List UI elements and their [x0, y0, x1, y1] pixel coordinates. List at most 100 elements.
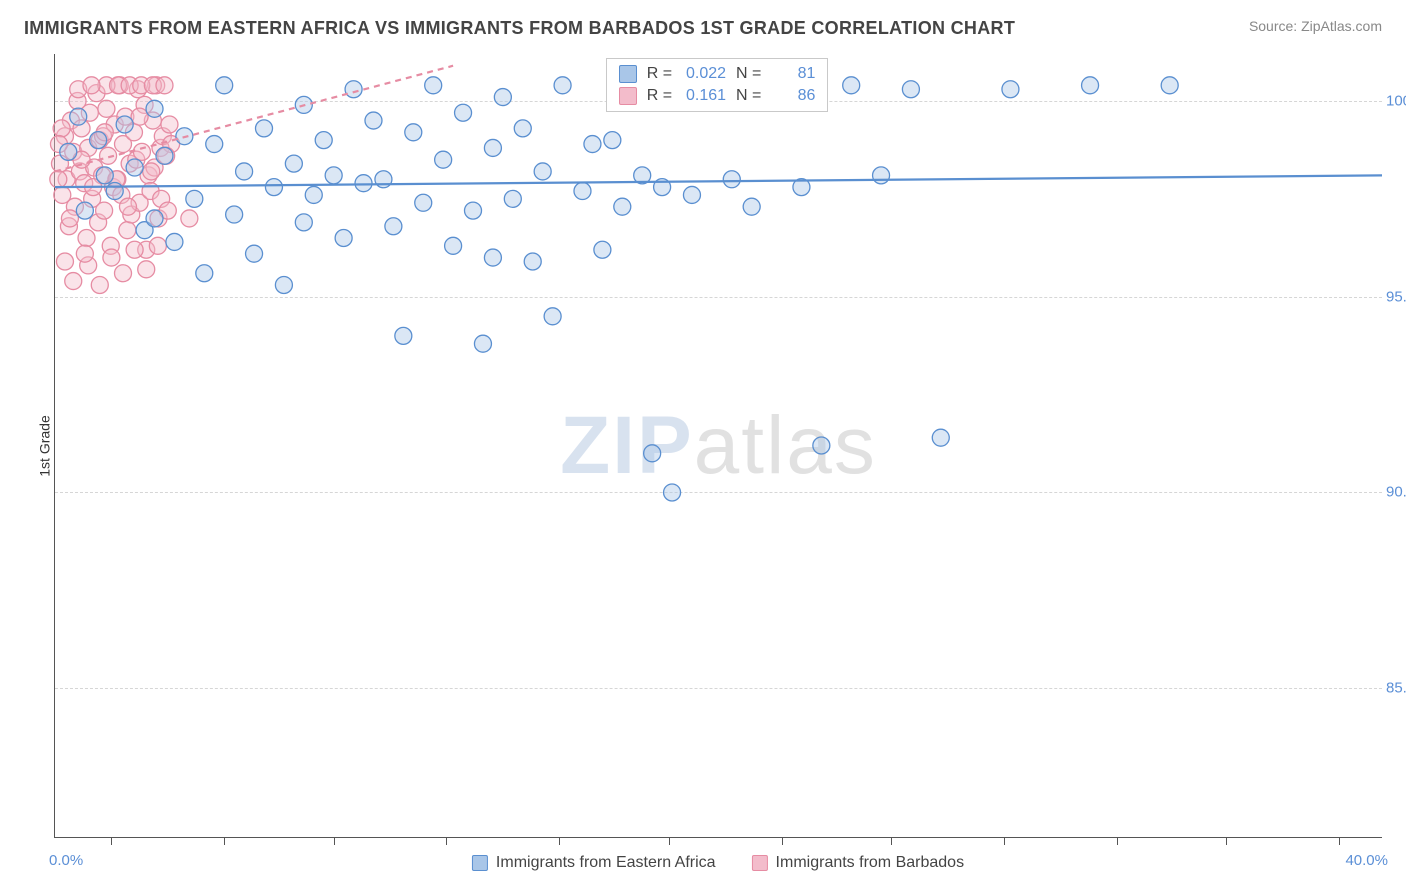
- scatter-point: [494, 89, 511, 106]
- scatter-point: [53, 120, 70, 137]
- scatter-point: [683, 186, 700, 203]
- scatter-point: [813, 437, 830, 454]
- scatter-point: [335, 230, 352, 247]
- scatter-point: [484, 139, 501, 156]
- scatter-point: [594, 241, 611, 258]
- scatter-point: [275, 276, 292, 293]
- scatter-point: [1002, 81, 1019, 98]
- scatter-point: [76, 245, 93, 262]
- x-tick: [891, 837, 892, 845]
- scatter-point: [206, 136, 223, 153]
- x-tick: [669, 837, 670, 845]
- trend-line: [55, 175, 1382, 187]
- scatter-point: [405, 124, 422, 141]
- stats-r-label: R =: [647, 87, 672, 105]
- scatter-point: [70, 108, 87, 125]
- scatter-point: [166, 233, 183, 250]
- scatter-point: [415, 194, 432, 211]
- x-tick: [782, 837, 783, 845]
- scatter-point: [146, 100, 163, 117]
- scatter-point: [216, 77, 233, 94]
- legend-label: Immigrants from Barbados: [776, 854, 965, 872]
- legend-swatch: [472, 855, 488, 871]
- scatter-point: [96, 167, 113, 184]
- scatter-point: [196, 265, 213, 282]
- scatter-point: [305, 186, 322, 203]
- scatter-point: [131, 108, 148, 125]
- legend-label: Immigrants from Eastern Africa: [496, 854, 716, 872]
- scatter-point: [1082, 77, 1099, 94]
- scatter-point: [98, 100, 115, 117]
- correlation-stats-box: R =0.022N =81R =0.161N =86: [606, 58, 829, 112]
- scatter-point: [524, 253, 541, 270]
- scatter-point: [474, 335, 491, 352]
- x-tick: [1117, 837, 1118, 845]
- scatter-point: [723, 171, 740, 188]
- scatter-point: [554, 77, 571, 94]
- scatter-point: [484, 249, 501, 266]
- scatter-point: [1161, 77, 1178, 94]
- scatter-point: [100, 147, 117, 164]
- scatter-point: [115, 265, 132, 282]
- x-axis-label: 0.0%: [49, 852, 83, 869]
- scatter-point: [116, 116, 133, 133]
- scatter-point: [574, 183, 591, 200]
- y-axis-label: 1st Grade: [37, 415, 53, 476]
- scatter-point: [143, 163, 160, 180]
- scatter-point: [146, 210, 163, 227]
- scatter-point: [385, 218, 402, 235]
- scatter-point: [355, 175, 372, 192]
- scatter-svg-layer: [55, 54, 1382, 837]
- scatter-point: [91, 276, 108, 293]
- scatter-point: [504, 190, 521, 207]
- scatter-point: [96, 202, 113, 219]
- scatter-point: [514, 120, 531, 137]
- y-tick-label: 100.0%: [1386, 92, 1406, 109]
- x-tick: [446, 837, 447, 845]
- x-tick: [111, 837, 112, 845]
- scatter-point: [902, 81, 919, 98]
- scatter-point: [156, 77, 173, 94]
- x-tick: [1226, 837, 1227, 845]
- scatter-point: [435, 151, 452, 168]
- legend-item: Immigrants from Barbados: [752, 854, 965, 872]
- stats-n-value: 86: [771, 87, 815, 105]
- scatter-point: [161, 116, 178, 133]
- scatter-point: [246, 245, 263, 262]
- x-tick: [334, 837, 335, 845]
- scatter-point: [445, 237, 462, 254]
- stats-n-label: N =: [736, 65, 761, 83]
- scatter-point: [614, 198, 631, 215]
- scatter-point: [395, 327, 412, 344]
- legend-swatch: [619, 87, 637, 105]
- scatter-point: [932, 429, 949, 446]
- scatter-point: [843, 77, 860, 94]
- scatter-point: [584, 136, 601, 153]
- scatter-point: [78, 230, 95, 247]
- plot-region: ZIPatlas R =0.022N =81R =0.161N =86 100.…: [54, 54, 1382, 838]
- stats-n-value: 81: [771, 65, 815, 83]
- scatter-point: [83, 77, 100, 94]
- scatter-point: [425, 77, 442, 94]
- bottom-legend: Immigrants from Eastern Africa Immigrants…: [472, 854, 964, 872]
- scatter-point: [76, 202, 93, 219]
- chart-header: IMMIGRANTS FROM EASTERN AFRICA VS IMMIGR…: [0, 0, 1406, 47]
- scatter-point: [315, 132, 332, 149]
- scatter-point: [644, 445, 661, 462]
- x-axis-label: 40.0%: [1345, 852, 1388, 869]
- stats-r-value: 0.161: [682, 87, 726, 105]
- scatter-point: [455, 104, 472, 121]
- scatter-point: [50, 171, 67, 188]
- scatter-point: [181, 210, 198, 227]
- scatter-point: [285, 155, 302, 172]
- x-tick: [1339, 837, 1340, 845]
- scatter-point: [325, 167, 342, 184]
- scatter-point: [664, 484, 681, 501]
- y-tick-label: 95.0%: [1386, 288, 1406, 305]
- scatter-point: [465, 202, 482, 219]
- scatter-point: [156, 147, 173, 164]
- legend-item: Immigrants from Eastern Africa: [472, 854, 716, 872]
- x-tick: [224, 837, 225, 845]
- scatter-point: [186, 190, 203, 207]
- scatter-point: [236, 163, 253, 180]
